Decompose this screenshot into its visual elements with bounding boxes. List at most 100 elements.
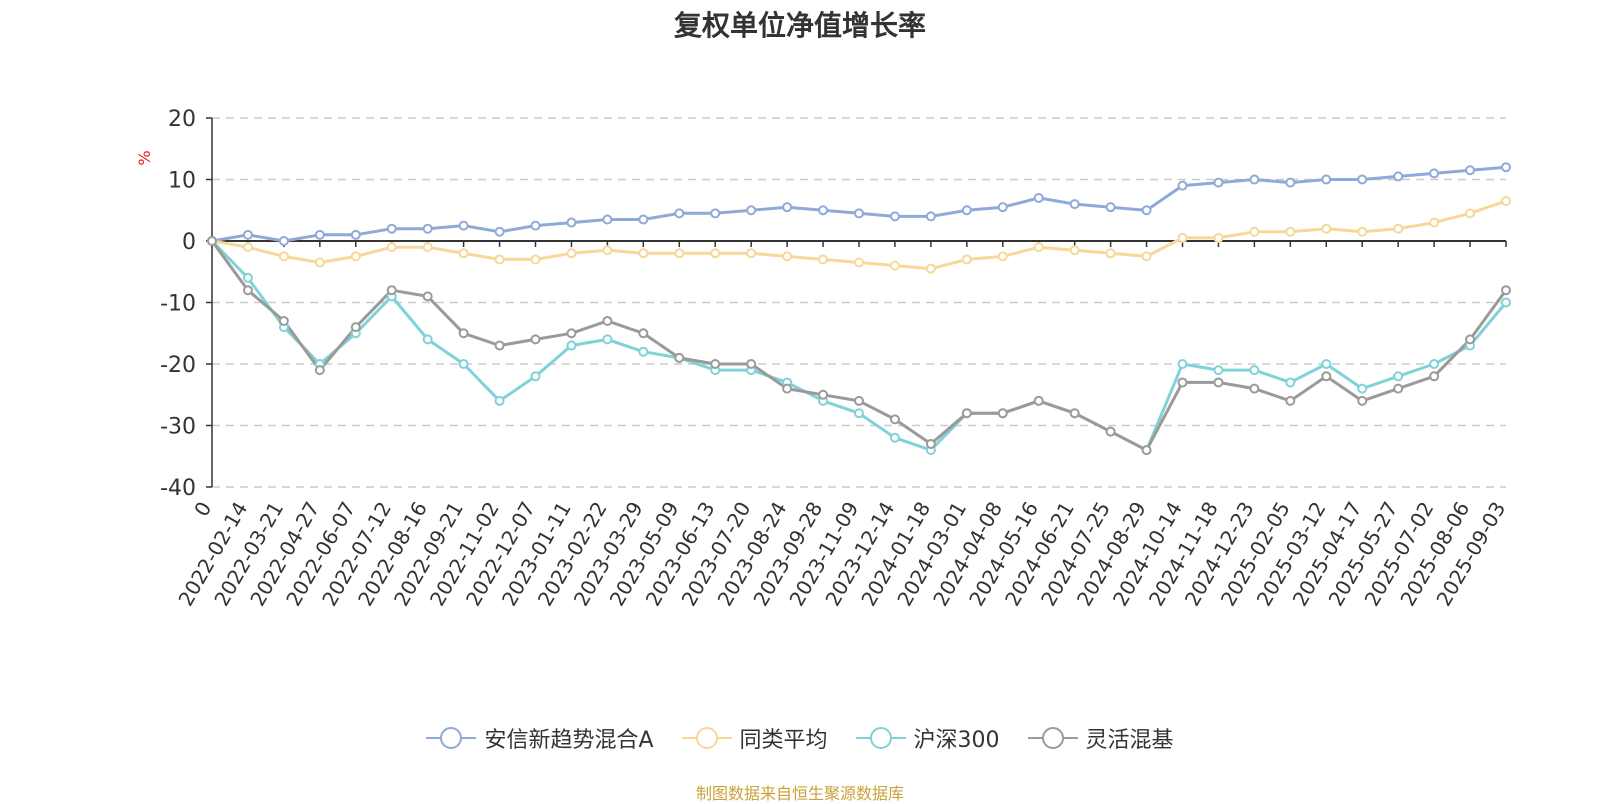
data-point xyxy=(1069,245,1080,256)
data-point xyxy=(422,242,433,253)
line-with-circle-icon xyxy=(426,727,477,749)
y-tick-label: -10 xyxy=(160,292,196,317)
data-point xyxy=(889,432,900,443)
data-point xyxy=(1429,217,1440,228)
data-point xyxy=(494,395,505,406)
legend-item-3[interactable]: 沪深300 xyxy=(855,722,1000,754)
data-point xyxy=(386,242,397,253)
y-tick-label: -30 xyxy=(160,415,196,440)
data-point xyxy=(997,202,1008,213)
data-point xyxy=(997,408,1008,419)
data-point xyxy=(746,205,757,216)
data-point xyxy=(1177,377,1188,388)
data-point xyxy=(242,285,253,296)
data-point xyxy=(674,352,685,363)
data-point xyxy=(1465,334,1476,345)
data-point xyxy=(1285,377,1296,388)
data-point xyxy=(1501,196,1511,207)
data-point xyxy=(1141,445,1152,456)
data-point xyxy=(997,251,1008,262)
data-point xyxy=(1105,202,1116,213)
data-point xyxy=(1429,359,1440,369)
data-point xyxy=(566,217,577,228)
data-point xyxy=(350,322,361,333)
data-point xyxy=(1357,383,1368,394)
data-point xyxy=(1321,359,1332,369)
data-point xyxy=(314,365,325,376)
data-point xyxy=(422,223,433,234)
data-point xyxy=(746,248,757,259)
legend-item-1[interactable]: 安信新趋势混合A xyxy=(426,722,654,754)
data-point xyxy=(602,245,613,256)
legend-item-2[interactable]: 同类平均 xyxy=(681,722,828,754)
data-point xyxy=(1393,371,1404,382)
data-point xyxy=(1321,174,1332,185)
data-point xyxy=(278,236,289,246)
data-point xyxy=(638,248,649,259)
y-tick-label: 20 xyxy=(168,107,196,132)
data-point xyxy=(925,263,936,274)
data-point xyxy=(314,229,325,240)
data-point xyxy=(1213,232,1224,243)
source-note: 制图数据来自恒生聚源数据库 xyxy=(695,784,904,803)
legend-label: 灵活混基 xyxy=(1085,728,1174,753)
data-point xyxy=(889,260,900,271)
data-point xyxy=(710,359,721,369)
data-point xyxy=(494,226,505,237)
data-point xyxy=(1429,168,1440,179)
data-point xyxy=(854,208,864,219)
legend-label: 同类平均 xyxy=(739,728,828,753)
data-point xyxy=(242,272,253,283)
y-tick-label: -40 xyxy=(160,476,196,501)
data-point xyxy=(566,248,577,259)
data-point xyxy=(422,291,433,302)
line-with-circle-icon xyxy=(1027,727,1078,749)
data-point xyxy=(1285,395,1296,406)
data-point xyxy=(925,438,936,449)
data-point xyxy=(674,208,685,219)
data-point xyxy=(1357,174,1368,185)
data-point xyxy=(1177,232,1188,243)
data-point xyxy=(1285,226,1296,237)
data-point xyxy=(1249,365,1260,376)
data-point xyxy=(530,254,541,265)
data-point xyxy=(746,359,757,369)
data-point xyxy=(1501,162,1511,173)
data-point xyxy=(1393,171,1404,182)
data-point xyxy=(1213,365,1224,376)
legend-label: 安信新趋势混合A xyxy=(484,728,654,753)
data-point xyxy=(207,236,217,246)
y-tick-label: 10 xyxy=(168,169,196,194)
data-point xyxy=(854,408,864,419)
data-point xyxy=(854,257,864,268)
data-point xyxy=(242,229,253,240)
data-point xyxy=(1249,226,1260,237)
data-point xyxy=(674,248,685,259)
data-point xyxy=(494,254,505,265)
legend-item-4[interactable]: 灵活混基 xyxy=(1027,722,1174,754)
data-point xyxy=(278,315,289,326)
data-point xyxy=(494,340,505,351)
data-point xyxy=(961,254,972,265)
data-point xyxy=(530,220,541,231)
data-point xyxy=(1429,371,1440,382)
line-with-circle-icon xyxy=(855,727,906,749)
data-point xyxy=(386,223,397,234)
data-point xyxy=(242,242,253,253)
data-point xyxy=(818,389,829,400)
data-point xyxy=(1033,395,1044,406)
legend-label: 沪深300 xyxy=(913,728,1000,753)
data-point xyxy=(1321,223,1332,234)
series-line-3 xyxy=(210,239,1508,452)
data-point xyxy=(1177,180,1188,191)
data-point xyxy=(1213,377,1224,388)
data-point xyxy=(1069,408,1080,419)
data-point xyxy=(782,383,793,394)
grid-lines xyxy=(212,117,1506,488)
data-point xyxy=(530,334,541,345)
data-point xyxy=(710,248,721,259)
data-point xyxy=(1249,383,1260,394)
data-point xyxy=(602,214,613,225)
data-point xyxy=(1501,297,1511,308)
data-point xyxy=(1393,383,1404,394)
